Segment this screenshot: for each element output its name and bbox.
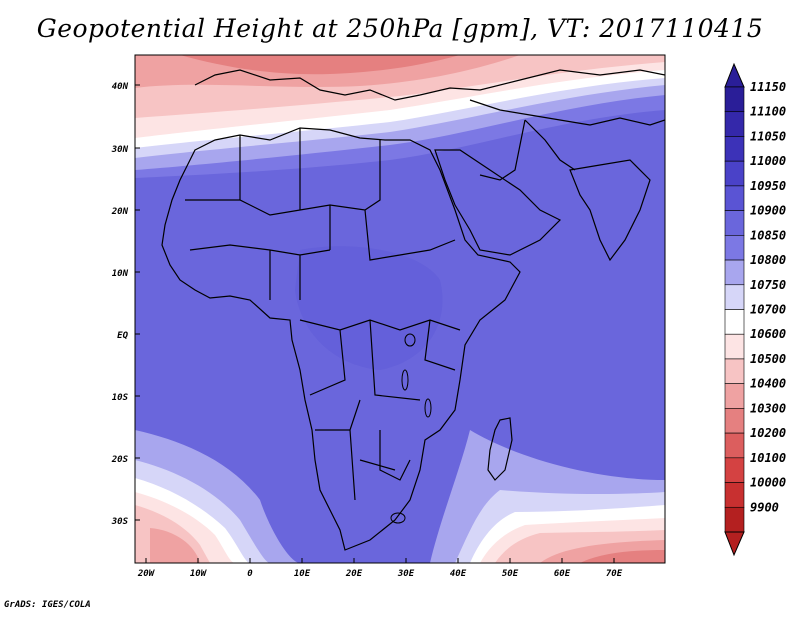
lon-label: 50E xyxy=(502,569,519,579)
colorbar-swatch xyxy=(724,383,745,409)
latitude-axis: 40N 30N 20N 10N EQ 10S 20S 30S xyxy=(111,82,140,527)
colorbar-bottom-arrow xyxy=(724,531,745,557)
lon-label: 60E xyxy=(554,569,571,579)
colorbar-swatch xyxy=(724,284,745,310)
colorbar-label: 10400 xyxy=(750,377,786,391)
height-field xyxy=(135,55,665,563)
lat-label: EQ xyxy=(117,331,128,341)
colorbar-swatch xyxy=(724,432,745,459)
lon-label: 0 xyxy=(247,569,253,579)
colorbar-label: 10950 xyxy=(750,179,786,193)
lat-label: 30N xyxy=(111,145,129,155)
grads-credit: GrADS: IGES/COLA xyxy=(4,600,91,610)
colorbar-label: 10750 xyxy=(750,278,786,292)
colorbar-swatch xyxy=(724,457,745,483)
colorbar-label: 11100 xyxy=(750,105,786,119)
colorbar-legend: 11150 11100 11050 11000 10950 10900 10850 10800… xyxy=(724,62,786,557)
coastlines xyxy=(161,69,665,551)
lon-label: 10W xyxy=(190,569,208,579)
colorbar-swatch xyxy=(724,136,745,162)
lon-label: 20W xyxy=(137,569,156,579)
colorbar-swatch xyxy=(724,86,745,113)
longitude-axis: 20W 10W 0 10E 20E 30E 40E 50E 60E 70E xyxy=(137,558,623,579)
colorbar-label: 10700 xyxy=(750,303,786,317)
colorbar-swatch xyxy=(724,309,745,335)
colorbar-label: 10800 xyxy=(750,253,786,267)
lat-label: 10S xyxy=(112,393,129,403)
colorbar-swatch xyxy=(724,235,745,261)
colorbar-label: 10000 xyxy=(750,476,786,490)
colorbar-swatch xyxy=(724,160,745,187)
lat-label: 10N xyxy=(112,269,129,279)
colorbar-label: 10500 xyxy=(750,352,786,366)
lat-label: 20N xyxy=(111,207,129,217)
lat-label: 20S xyxy=(111,455,129,465)
colorbar-swatch xyxy=(724,259,745,286)
lakes xyxy=(390,333,432,524)
colorbar-label: 11000 xyxy=(750,154,786,168)
map-title: Geopotential Height at 250hPa [gpm], VT:… xyxy=(36,14,764,43)
colorbar-label: 10300 xyxy=(750,401,786,415)
lon-label: 30E xyxy=(397,569,415,579)
lon-label: 40E xyxy=(450,569,467,579)
colorbar-label: 10900 xyxy=(750,204,786,218)
lat-label: 30S xyxy=(111,517,129,527)
lon-label: 20E xyxy=(345,569,363,579)
lon-label: 10E xyxy=(294,569,311,579)
colorbar-swatch xyxy=(724,482,745,508)
colorbar-label: 9900 xyxy=(750,500,779,514)
lon-label: 70E xyxy=(606,569,623,579)
colorbar-swatch xyxy=(724,408,745,434)
colorbar-swatch xyxy=(724,210,745,236)
colorbar-swatch xyxy=(724,111,745,137)
colorbar-label: 10850 xyxy=(750,228,786,242)
colorbar-label: 10100 xyxy=(750,451,786,465)
colorbar-label: 11150 xyxy=(750,80,786,94)
colorbar-top-arrow xyxy=(724,62,745,88)
colorbar-label: 10200 xyxy=(750,426,786,440)
colorbar-swatch xyxy=(724,333,745,360)
colorbar-label: 10600 xyxy=(750,327,786,341)
colorbar-swatch xyxy=(724,185,745,211)
colorbar-swatch xyxy=(724,506,745,533)
map-frame xyxy=(134,54,666,564)
colorbar-swatch xyxy=(724,358,745,384)
colorbar-label: 11050 xyxy=(750,129,786,143)
lat-label: 40N xyxy=(112,82,129,92)
